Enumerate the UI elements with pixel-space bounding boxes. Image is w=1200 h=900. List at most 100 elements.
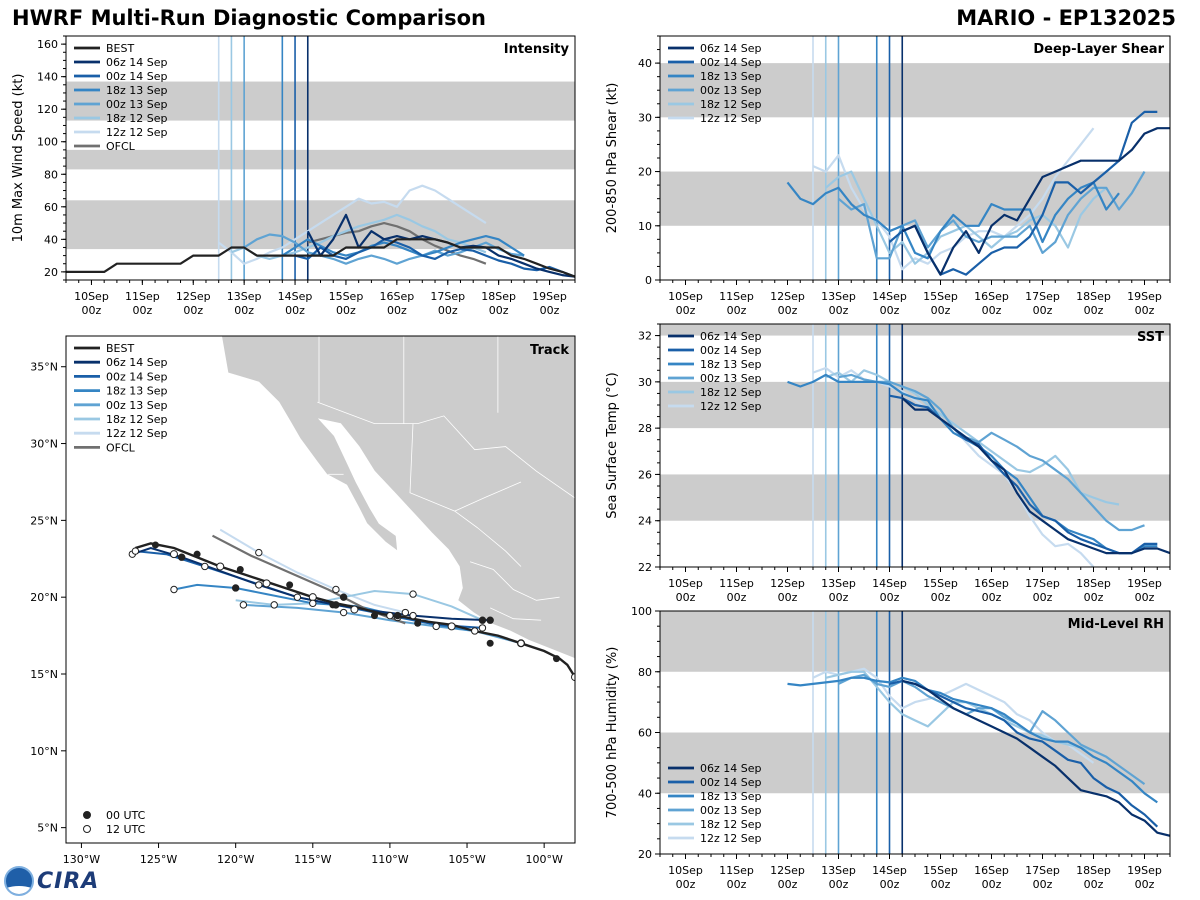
track-panel: 130°W 125°W 120°W 115°W 110°W 105°W 100°W 5°N 10… <box>30 335 576 866</box>
intensity-plot-area <box>66 36 575 280</box>
legend-label: BEST <box>106 42 134 55</box>
x-tick-label-date: 13Sep <box>821 577 856 590</box>
series-line <box>901 127 1170 276</box>
x-tick-label-hour: 00z <box>727 591 747 604</box>
panel-title: Mid-Level RH <box>1068 617 1164 632</box>
x-tick-label-date: 16Sep <box>974 577 1009 590</box>
marker-12utc <box>255 581 263 589</box>
x-tick-label-date: 16Sep <box>974 864 1009 877</box>
shear-panel: 01020304010Sep00z11Sep00z12Sep00z13Sep00… <box>605 35 1171 317</box>
band <box>660 732 1170 794</box>
series-line <box>66 238 575 278</box>
x-tick-label-hour: 00z <box>982 591 1002 604</box>
y-tick-label: 30 <box>638 376 652 389</box>
x-tick-label-date: 14Sep <box>872 577 907 590</box>
x-tick-label-hour: 00z <box>676 304 696 317</box>
x-tick-label-date: 18Sep <box>481 290 516 303</box>
series-line <box>837 171 1146 260</box>
marker-12utc <box>401 608 410 617</box>
marker-00utc <box>414 619 422 627</box>
marker-00utc <box>177 553 186 561</box>
x-tick-label-hour: 00z <box>982 878 1002 891</box>
x-tick-label-date: 10Sep <box>668 290 703 303</box>
marker-00utc <box>486 639 494 647</box>
legend-label: 00z 13 Sep <box>700 804 762 817</box>
y-tick-label: 20 <box>638 166 652 179</box>
x-tick-label-hour: 00z <box>727 878 747 891</box>
legend-label: 00z 13 Sep <box>700 84 762 97</box>
marker-12utc <box>471 627 479 635</box>
y-tick-label: 32 <box>638 330 652 343</box>
y-tick-label: 35°N <box>30 361 58 374</box>
series-line <box>902 679 1170 837</box>
land-mass <box>221 336 575 660</box>
sst-panel: 22242628303210Sep00z11Sep00z12Sep00z13Se… <box>605 323 1171 604</box>
legend-label: 18z 12 Sep <box>700 818 762 831</box>
marker-12utc <box>293 593 302 601</box>
x-tick-label-date: 15Sep <box>923 864 958 877</box>
y-tick-label: 100 <box>37 136 58 149</box>
marker-00utc <box>393 611 402 620</box>
x-tick-label-hour: 00z <box>132 304 152 317</box>
y-tick-label: 80 <box>638 666 652 679</box>
legend-label: 06z 14 Sep <box>106 56 168 69</box>
legend-marker <box>83 811 91 819</box>
x-tick-label-date: 13Sep <box>227 290 262 303</box>
x-tick-label-date: 17Sep <box>1025 290 1060 303</box>
marker-12utc <box>409 590 417 598</box>
x-tick-label-hour: 00z <box>285 304 305 317</box>
x-tick-label: 130°W <box>63 853 100 866</box>
x-tick-label-hour: 00z <box>982 304 1002 317</box>
marker-12utc <box>478 624 487 632</box>
marker-12utc <box>409 611 417 620</box>
legend-label: 18z 13 Sep <box>106 385 168 398</box>
x-tick-label-hour: 00z <box>183 304 203 317</box>
x-tick-label: 110°W <box>371 853 408 866</box>
x-tick-label-hour: 00z <box>829 591 849 604</box>
y-tick-label: 30 <box>638 111 652 124</box>
marker-12utc <box>350 605 359 614</box>
y-axis-label: 200-850 hPa Shear (kt) <box>605 83 620 234</box>
sst-plot-area <box>660 324 1170 567</box>
state-border <box>490 607 542 621</box>
panel-title: Deep-Layer Shear <box>1033 42 1164 57</box>
y-axis-label: Sea Surface Temp (°C) <box>605 372 620 519</box>
marker-00utc <box>236 566 244 574</box>
marker-12utc <box>239 601 248 609</box>
series-line <box>231 213 487 260</box>
x-tick-label-date: 13Sep <box>821 290 856 303</box>
x-tick-label-date: 15Sep <box>923 577 958 590</box>
x-tick-label-date: 11Sep <box>719 290 754 303</box>
band <box>660 171 1170 226</box>
series-line <box>901 397 1170 555</box>
legend-label: 00z 14 Sep <box>700 776 762 789</box>
legend-label: 12z 12 Sep <box>106 427 168 440</box>
legend-marker <box>83 825 91 833</box>
x-tick-label-date: 14Sep <box>278 290 313 303</box>
x-tick-label-hour: 00z <box>931 591 951 604</box>
legend-label: 18z 12 Sep <box>106 112 168 125</box>
marker-12utc <box>309 599 317 608</box>
legend-label: OFCL <box>106 140 136 153</box>
y-tick-label: 22 <box>638 561 652 574</box>
y-axis-label: 700-500 hPa Humidity (%) <box>605 647 620 819</box>
x-tick-label-hour: 00z <box>778 304 798 317</box>
legend-label: 12z 12 Sep <box>700 112 762 125</box>
legend-label: 18z 12 Sep <box>106 413 168 426</box>
legend-label: 18z 13 Sep <box>700 790 762 803</box>
panel-title: Track <box>530 343 569 358</box>
y-tick-label: 15°N <box>30 668 58 681</box>
x-tick-label-date: 15Sep <box>923 290 958 303</box>
x-tick-label-hour: 00z <box>540 304 560 317</box>
x-tick-label-hour: 00z <box>234 304 254 317</box>
y-tick-label: 20 <box>638 848 652 861</box>
y-tick-label: 80 <box>44 168 58 181</box>
marker-12utc <box>339 608 348 617</box>
y-tick-label: 20 <box>44 266 58 279</box>
x-tick-label-hour: 00z <box>1135 304 1155 317</box>
x-tick-label-hour: 00z <box>82 304 102 317</box>
storm-id-title: MARIO - EP132025 <box>956 6 1176 30</box>
x-tick-label: 120°W <box>217 853 254 866</box>
y-tick-label: 40 <box>638 787 652 800</box>
